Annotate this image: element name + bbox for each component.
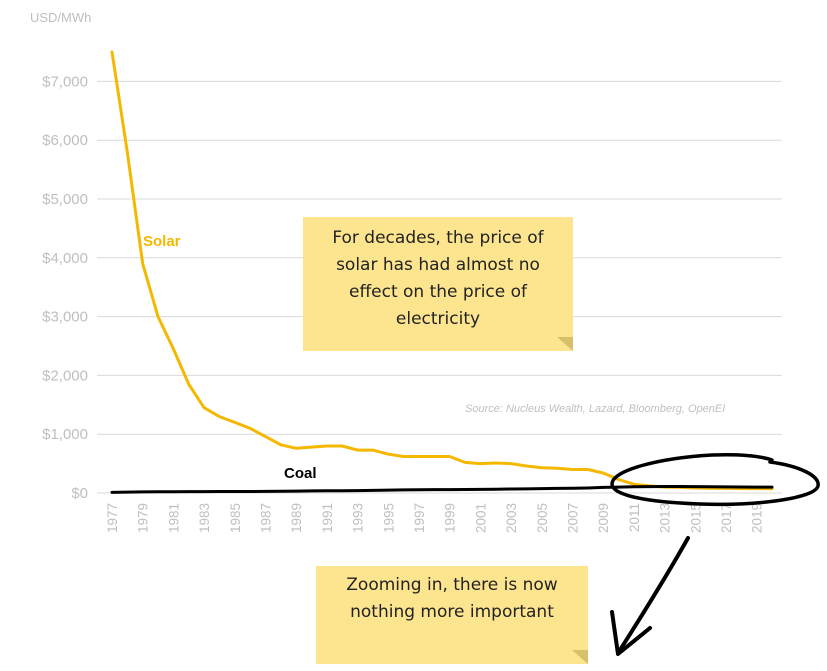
x-tick-label: 1993 [351, 503, 366, 533]
x-axis-ticks: 1977 1979 1981 1983 1985 1987 1989 1991 1993 1995… [105, 503, 765, 533]
y-tick-label: $0 [71, 485, 88, 502]
x-tick-label: 2009 [596, 503, 611, 533]
y-tick-label: $6,000 [42, 132, 88, 149]
note-fold [572, 650, 588, 664]
pointer-arrow-head [610, 610, 652, 656]
x-tick-label: 2017 [719, 503, 734, 533]
source-note: Source: Nucleus Wealth, Lazard, Bloomber… [465, 403, 725, 415]
x-tick-label: 2013 [658, 503, 673, 533]
pointer-arrow-shaft [618, 536, 690, 652]
y-tick-label: $3,000 [42, 309, 88, 326]
y-axis-ticks: $0 $1,000 $2,000 $3,000 $4,000 $5,000 $6,000 $7… [42, 73, 88, 502]
annotation-note-top-text: For decades, the price of solar has had … [332, 228, 544, 329]
x-tick-label: 1981 [166, 503, 181, 533]
x-tick-label: 1983 [197, 503, 212, 533]
x-tick-label: 1977 [105, 503, 120, 533]
x-tick-label: 1995 [381, 503, 396, 533]
annotation-note-bottom-text: Zooming in, there is now nothing more im… [346, 575, 558, 622]
x-tick-label: 1997 [412, 503, 427, 533]
y-tick-label: $2,000 [42, 367, 88, 384]
x-tick-label: 1985 [228, 503, 243, 533]
series-lines [110, 50, 774, 494]
x-tick-label: 1989 [289, 503, 304, 533]
y-tick-label: $7,000 [42, 73, 88, 90]
x-tick-label: 2019 [750, 503, 765, 533]
y-tick-label: $1,000 [42, 426, 88, 443]
y-tick-label: $4,000 [42, 250, 88, 267]
x-tick-label: 1999 [443, 503, 458, 533]
x-tick-label: 2011 [627, 503, 642, 532]
series-label-solar: Solar [143, 233, 181, 250]
highlight-ellipse [610, 453, 820, 507]
x-tick-label: 1987 [258, 503, 273, 533]
y-axis-unit-label: USD/MWh [30, 10, 91, 25]
x-tick-label: 2001 [473, 503, 488, 533]
annotation-note-top: For decades, the price of solar has had … [303, 217, 573, 351]
x-tick-label: 2007 [565, 503, 580, 533]
y-tick-label: $5,000 [42, 191, 88, 208]
annotation-note-bottom: Zooming in, there is now nothing more im… [316, 566, 588, 664]
x-tick-label: 1991 [320, 503, 335, 533]
x-tick-label: 2005 [535, 503, 550, 533]
note-fold [557, 337, 573, 351]
x-tick-label: 2015 [688, 503, 703, 533]
x-tick-label: 1979 [136, 503, 151, 533]
series-line-coal [110, 485, 774, 494]
x-tick-label: 2003 [504, 503, 519, 533]
series-label-coal: Coal [284, 465, 317, 482]
